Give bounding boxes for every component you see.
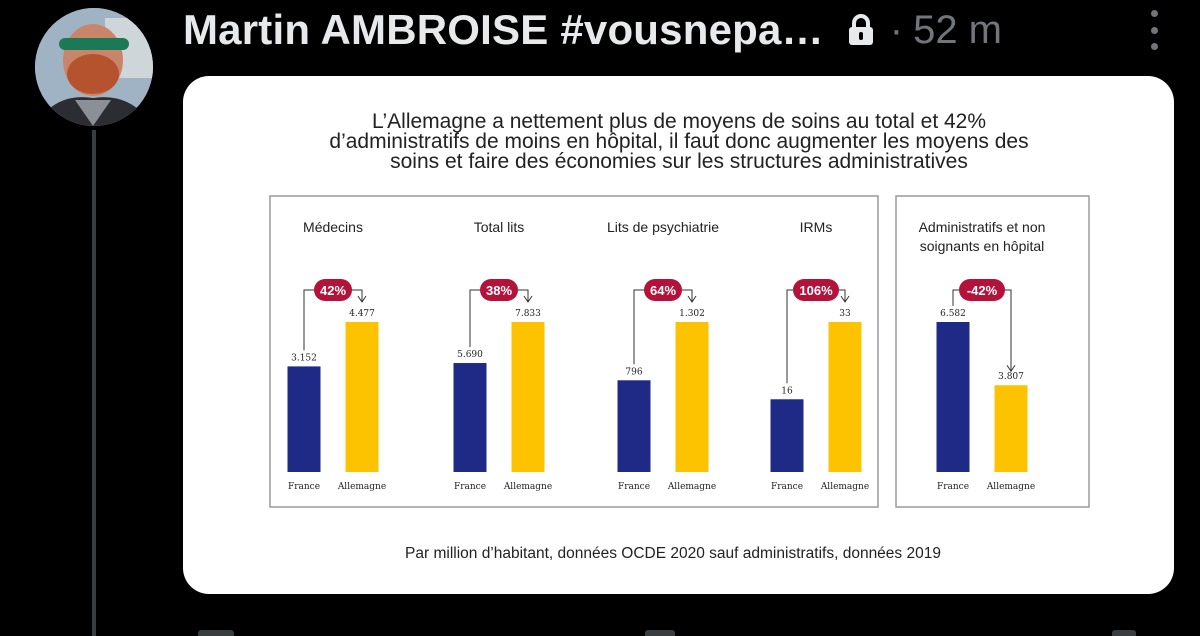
bar-allemagne bbox=[345, 322, 379, 472]
author-name[interactable]: Martin AMBROISE #vousnepa… bbox=[183, 6, 824, 53]
thread-connector-line bbox=[92, 130, 96, 636]
chart-figure: L’Allemagne a nettement plus de moyens d… bbox=[269, 110, 1090, 562]
value-label-france: 5.690 bbox=[457, 350, 483, 360]
change-badge bbox=[480, 279, 518, 301]
arrow-head bbox=[1006, 364, 1016, 373]
bar-allemagne bbox=[994, 385, 1028, 472]
change-badge bbox=[314, 279, 352, 301]
bar-allemagne bbox=[511, 322, 545, 472]
post-header: Martin AMBROISE #vousnepa… · 52 m bbox=[183, 0, 1193, 60]
panel-title: IRMs bbox=[800, 219, 833, 235]
chart-title-line-3: soins et faire des économies sur les str… bbox=[390, 150, 968, 173]
category-label-allemagne: Allemagne bbox=[503, 482, 552, 492]
value-label-allemagne: 3.807 bbox=[998, 372, 1024, 382]
panel-title: soignants en hôpital bbox=[920, 238, 1045, 254]
value-label-allemagne: 33 bbox=[839, 309, 851, 319]
value-label-france: 16 bbox=[781, 386, 793, 396]
panel-title: Lits de psychiatrie bbox=[607, 219, 719, 235]
bar-allemagne bbox=[675, 322, 709, 472]
value-label-france: 6.582 bbox=[940, 309, 966, 319]
post-image[interactable]: L’Allemagne a nettement plus de moyens d… bbox=[183, 76, 1174, 594]
change-badge-label: -42% bbox=[967, 283, 998, 298]
category-label-france: France bbox=[618, 482, 650, 492]
bar-france bbox=[453, 363, 487, 472]
bar-france bbox=[936, 322, 970, 472]
arrow-head bbox=[840, 295, 850, 303]
value-label-allemagne: 1.302 bbox=[679, 309, 705, 319]
value-label-allemagne: 7.833 bbox=[515, 309, 541, 319]
change-badge bbox=[644, 279, 682, 301]
post-separator: · bbox=[889, 7, 904, 52]
category-label-allemagne: Allemagne bbox=[337, 482, 386, 492]
change-badge-label: 64% bbox=[650, 283, 676, 298]
panel-title: Médecins bbox=[303, 219, 363, 235]
avatar-photo bbox=[35, 8, 153, 126]
value-label-allemagne: 4.477 bbox=[349, 309, 375, 319]
chart-footnote: Par million d’habitant, données OCDE 202… bbox=[405, 545, 941, 562]
panel-title: Administratifs et non bbox=[919, 219, 1046, 235]
value-label-france: 796 bbox=[625, 367, 642, 377]
change-badge bbox=[793, 279, 839, 301]
action-bar-edge bbox=[1112, 630, 1136, 636]
change-badge-label: 106% bbox=[799, 283, 833, 298]
bar-france bbox=[617, 380, 651, 472]
change-badge-label: 42% bbox=[320, 283, 346, 298]
arrow-head bbox=[687, 295, 697, 303]
category-label-france: France bbox=[288, 482, 320, 492]
change-badge-label: 38% bbox=[486, 283, 512, 298]
post-timestamp[interactable]: 52 m bbox=[913, 7, 1003, 52]
category-label-france: France bbox=[937, 482, 969, 492]
value-label-france: 3.152 bbox=[291, 353, 317, 363]
category-label-france: France bbox=[771, 482, 803, 492]
category-label-allemagne: Allemagne bbox=[986, 482, 1035, 492]
category-label-allemagne: Allemagne bbox=[820, 482, 869, 492]
category-label-allemagne: Allemagne bbox=[667, 482, 716, 492]
bar-france bbox=[770, 399, 804, 472]
arrow-head bbox=[523, 295, 533, 303]
action-bar-edge bbox=[645, 630, 675, 636]
category-label-france: France bbox=[454, 482, 486, 492]
admin-panel-frame bbox=[895, 195, 1090, 508]
chart-title-line-1: L’Allemagne a nettement plus de moyens d… bbox=[372, 110, 986, 133]
arrow-head bbox=[357, 295, 367, 303]
user-avatar[interactable] bbox=[35, 8, 153, 126]
chart-title-line-2: d’administratifs de moins en hôpital, il… bbox=[329, 130, 1028, 153]
main-panel-frame bbox=[269, 195, 879, 508]
bar-france bbox=[287, 366, 321, 472]
change-badge bbox=[959, 279, 1005, 301]
action-bar-edge bbox=[198, 630, 234, 636]
bar-allemagne bbox=[828, 322, 862, 472]
lock-icon bbox=[844, 13, 878, 47]
more-vertical-icon[interactable] bbox=[1144, 10, 1164, 50]
panel-title: Total lits bbox=[474, 219, 525, 235]
